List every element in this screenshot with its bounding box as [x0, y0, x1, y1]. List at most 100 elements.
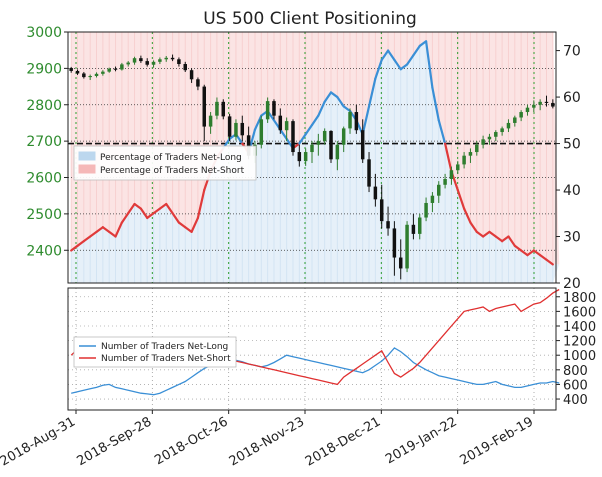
candle-body — [398, 257, 403, 269]
candle-body — [462, 155, 466, 165]
candle-body — [341, 128, 346, 145]
candle-body — [272, 101, 276, 116]
sentiment-line-segment — [545, 258, 554, 266]
candle-body — [113, 68, 118, 70]
candle-body — [126, 62, 130, 65]
sentiment-line-segment — [437, 119, 447, 145]
sentiment-line-segment — [82, 235, 92, 243]
sentiment-line-segment — [329, 91, 339, 99]
candle-body — [551, 102, 555, 107]
candle-body — [487, 136, 492, 140]
candle-body — [94, 73, 99, 77]
bottom-right-axis-tick-label: 1000 — [563, 349, 596, 364]
candle-body — [170, 57, 175, 60]
candle-body — [322, 130, 327, 142]
candle-body — [69, 68, 73, 71]
candle-body — [177, 59, 181, 65]
sentiment-line-segment — [520, 249, 529, 257]
sentiment-line-segment — [184, 226, 193, 233]
candle-body — [538, 101, 542, 105]
sentiment-line-segment — [336, 95, 345, 108]
sentiment-line-segment — [469, 221, 478, 233]
bottom-legend-label: Number of Traders Net-Long — [101, 342, 228, 352]
sentiment-line-segment — [482, 230, 491, 238]
candle-body — [265, 101, 270, 120]
candle-body — [329, 130, 333, 160]
candle-body — [354, 112, 359, 131]
left-axis-tick-label: 3000 — [26, 25, 62, 41]
sentiment-line-segment — [70, 244, 79, 252]
candle-body — [82, 73, 86, 78]
sentiment-line-segment — [488, 230, 497, 238]
candle-body — [379, 199, 384, 222]
sentiment-line-segment — [317, 100, 326, 117]
candle-body — [88, 76, 92, 78]
candle-body — [367, 159, 371, 187]
candle-body — [297, 152, 302, 162]
candle-body — [424, 202, 428, 218]
bottom-right-axis-tick-label: 800 — [563, 364, 588, 379]
sentiment-line-segment — [165, 202, 174, 215]
sentiment-line-segment — [418, 40, 428, 48]
sentiment-line-segment — [190, 216, 200, 233]
bottom-panel-frame — [67, 287, 557, 411]
candle-body — [513, 117, 517, 123]
right-axis-tick-label: 20 — [563, 276, 581, 292]
candle-body — [183, 64, 187, 71]
bottom-right-axis-tick-label: 600 — [563, 378, 588, 393]
candle-body — [208, 115, 213, 127]
candle-body — [335, 144, 340, 160]
right-axis-tick-label: 30 — [563, 230, 581, 246]
candle-body — [500, 128, 504, 133]
candle-body — [316, 141, 321, 145]
right-axis-tick-label: 40 — [563, 183, 581, 199]
series-line — [71, 347, 560, 396]
left-axis-tick-label: 2700 — [26, 134, 62, 150]
candle-body — [189, 70, 194, 80]
candle-body — [284, 121, 289, 131]
candle-body — [107, 68, 111, 72]
candle-body — [417, 217, 422, 234]
candle-body — [303, 152, 308, 162]
candle-body — [227, 116, 232, 137]
candle-body — [120, 64, 124, 70]
x-axis-tick-label: 2018-Dec-21 — [303, 414, 383, 469]
candle-body — [405, 224, 409, 269]
candle-body — [494, 132, 498, 137]
candle-body — [506, 122, 511, 129]
candle-body — [525, 107, 530, 113]
sentiment-line-segment — [386, 49, 396, 61]
candle-body — [259, 119, 264, 145]
candle-body — [519, 112, 523, 118]
bottom-legend-box — [73, 336, 237, 368]
candle-body — [468, 152, 473, 156]
sentiment-line-segment — [431, 86, 440, 122]
sentiment-line-segment — [101, 226, 111, 233]
right-axis-tick-label: 60 — [563, 90, 581, 106]
candle-body — [240, 122, 245, 136]
candle-body — [132, 58, 137, 63]
net-short-area — [71, 32, 560, 265]
candle-body — [202, 86, 207, 127]
sentiment-line-segment — [342, 105, 352, 113]
sentiment-line-segment — [405, 54, 415, 66]
top-legend-label: Percentage of Traders Net-Short — [100, 166, 245, 176]
sentiment-line-segment — [139, 207, 149, 220]
sentiment-line-segment — [424, 40, 434, 89]
x-axis-tick-label: 2018-Oct-26 — [152, 414, 230, 468]
candle-body — [215, 101, 219, 116]
candle-body — [291, 121, 295, 153]
candle-body — [411, 224, 416, 234]
sentiment-line-segment — [114, 221, 123, 238]
sentiment-line-segment — [120, 212, 130, 224]
sentiment-line-segment — [158, 202, 168, 210]
sentiment-line-segment — [304, 123, 314, 136]
sentiment-line-segment — [95, 226, 104, 233]
sentiment-line-segment — [380, 49, 390, 61]
sentiment-line-segment — [463, 207, 472, 224]
candle-body — [145, 61, 149, 65]
sentiment-line-segment — [310, 114, 320, 127]
candle-body — [532, 104, 536, 108]
net-long-area — [71, 41, 560, 283]
